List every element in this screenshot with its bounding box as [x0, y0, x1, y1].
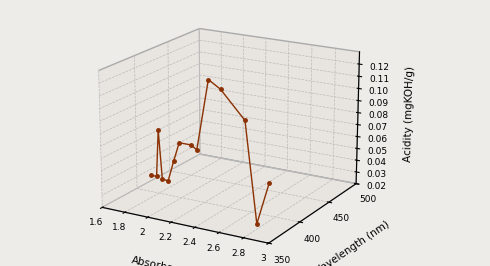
Y-axis label: Wavelength (nm): Wavelength (nm) [312, 219, 392, 266]
X-axis label: Absorbance: Absorbance [130, 256, 193, 266]
